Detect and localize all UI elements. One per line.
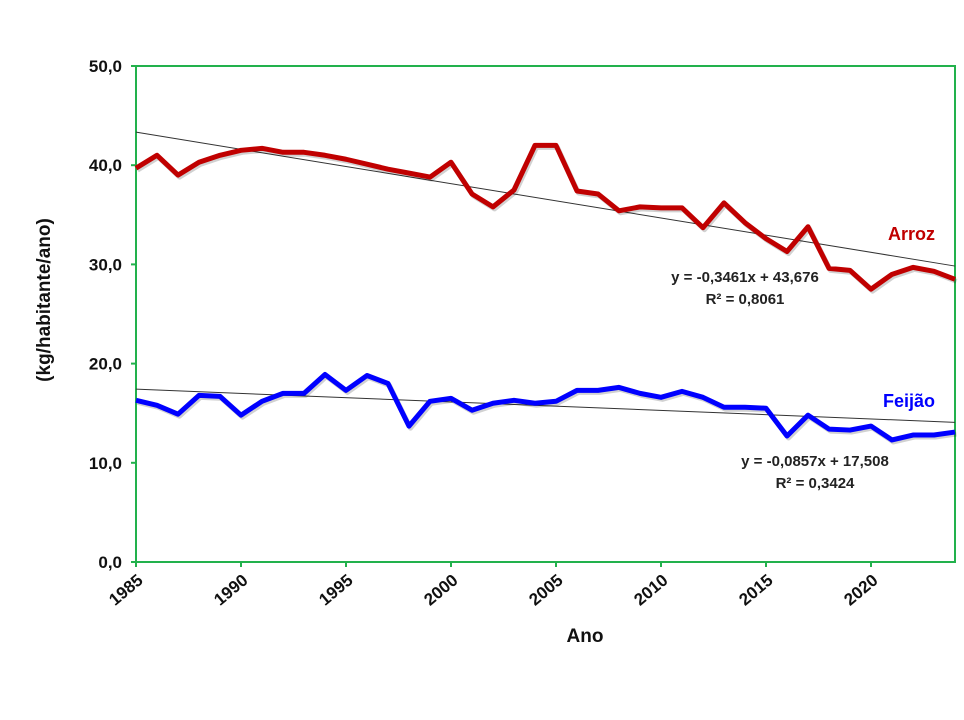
series-label: Feijão xyxy=(883,391,935,411)
y-tick-label: 50,0 xyxy=(89,57,122,76)
y-axis-label: (kg/habitante/ano) xyxy=(34,218,55,382)
x-tick-label: 2010 xyxy=(630,571,671,610)
x-tick-label: 2000 xyxy=(420,571,461,610)
x-tick-label: 2020 xyxy=(840,571,881,610)
y-tick-label: 40,0 xyxy=(89,156,122,175)
x-axis-label: Ano xyxy=(567,626,604,647)
y-tick-label: 0,0 xyxy=(98,553,122,572)
y-tick-label: 30,0 xyxy=(89,255,122,274)
x-tick-label: 2015 xyxy=(735,571,776,610)
trend-r2: R² = 0,8061 xyxy=(706,291,785,308)
x-tick-label: 1995 xyxy=(315,571,356,610)
y-tick-label: 10,0 xyxy=(89,454,122,473)
x-tick-label: 1990 xyxy=(210,571,251,610)
series-label: Arroz xyxy=(888,224,935,244)
trend-equation: y = -0,3461x + 43,676 xyxy=(671,269,819,286)
trend-equation: y = -0,0857x + 17,508 xyxy=(741,453,889,470)
x-tick-label: 2005 xyxy=(525,571,566,610)
trend-r2: R² = 0,3424 xyxy=(776,475,855,492)
y-tick-label: 20,0 xyxy=(89,355,122,374)
x-tick-label: 1985 xyxy=(105,571,146,610)
